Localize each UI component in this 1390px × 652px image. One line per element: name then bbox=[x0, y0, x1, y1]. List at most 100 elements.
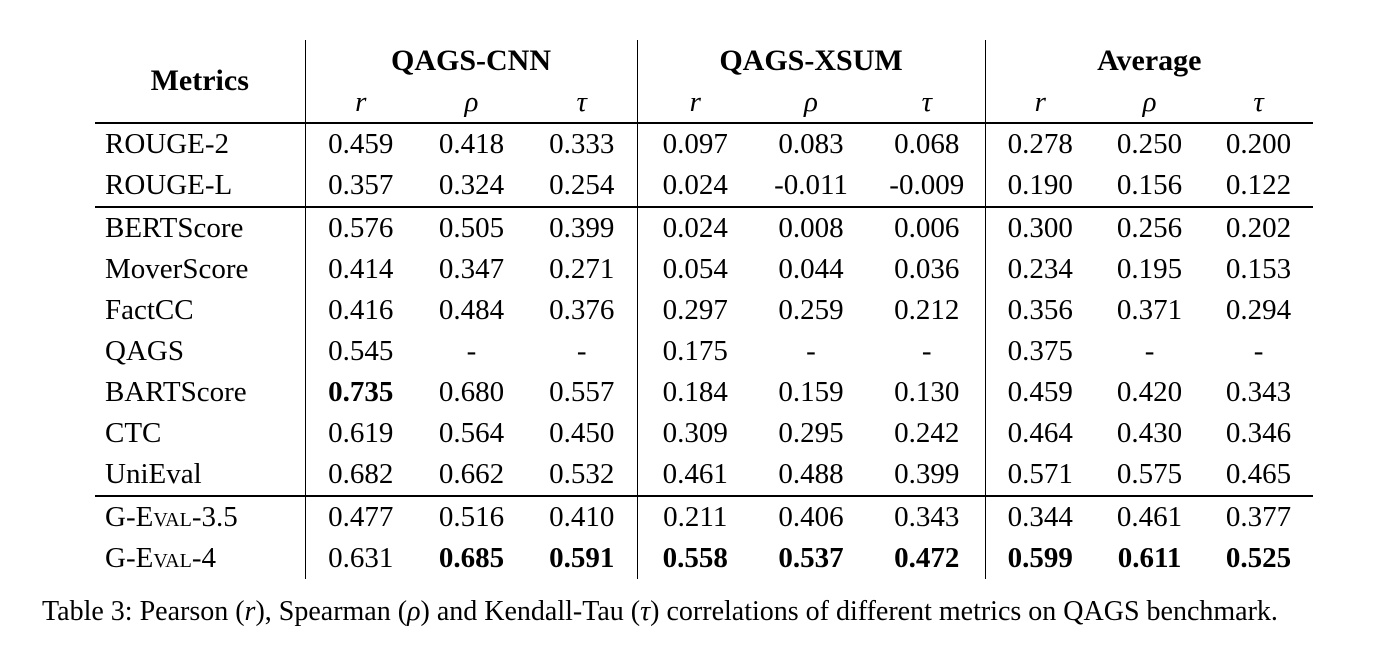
value-cell: 0.685 bbox=[438, 542, 505, 574]
value-cell: 0.459 bbox=[984, 372, 1096, 413]
subheader-spearman: ρ bbox=[416, 82, 527, 124]
table-row: MoverScore 0.414 0.347 0.271 0.054 0.044 0.036… bbox=[95, 249, 1313, 290]
value-cell: 0.297 bbox=[636, 290, 753, 331]
value-cell: 0.344 bbox=[984, 496, 1096, 538]
value-cell: 0.254 bbox=[527, 165, 637, 208]
table-caption: Table 3: Pearson (r), Spearman (ρ) and K… bbox=[42, 596, 1278, 628]
value-cell: 0.735 bbox=[304, 372, 416, 413]
subheader-kendall: τ bbox=[869, 82, 986, 124]
value-cell: 0.662 bbox=[416, 454, 527, 497]
column-group-average: Average bbox=[984, 40, 1314, 82]
value-cell: 0.346 bbox=[1225, 417, 1292, 449]
value-cell: - bbox=[466, 335, 477, 367]
metric-label: G-Eval-4 bbox=[105, 542, 216, 574]
value-cell: 0.184 bbox=[636, 372, 753, 413]
value-cell: 0.242 bbox=[894, 417, 960, 449]
caption-text: Table 3: Pearson ( bbox=[42, 596, 245, 627]
value-cell: 0.575 bbox=[1095, 454, 1205, 497]
caption-math-symbol: τ bbox=[640, 596, 651, 627]
value-cell: 0.399 bbox=[549, 212, 615, 244]
value-cell: 0.083 bbox=[778, 128, 844, 160]
value-cell: 0.416 bbox=[304, 290, 416, 331]
value-cell: 0.324 bbox=[416, 165, 527, 208]
subheader-kendall: τ bbox=[1204, 82, 1314, 124]
value-cell: 0.006 bbox=[894, 212, 960, 244]
value-cell: 0.410 bbox=[549, 501, 615, 533]
caption-text: ), Spearman ( bbox=[255, 596, 408, 627]
value-cell: 0.631 bbox=[304, 538, 416, 579]
value-cell: 0.190 bbox=[984, 165, 1096, 208]
value-cell: 0.259 bbox=[778, 294, 844, 326]
value-cell: 0.250 bbox=[1116, 128, 1183, 160]
value-cell: 0.484 bbox=[438, 294, 505, 326]
subheader-kendall: τ bbox=[527, 82, 637, 124]
metric-label: G-Eval-3.5 bbox=[105, 501, 238, 533]
value-cell: 0.564 bbox=[438, 417, 505, 449]
value-cell: 0.309 bbox=[636, 413, 753, 454]
group-header-row: Metrics QAGS-CNN QAGS-XSUM Average bbox=[95, 40, 1314, 124]
value-cell: 0.464 bbox=[984, 413, 1096, 454]
value-cell: 0.234 bbox=[984, 249, 1096, 290]
value-cell: 0.418 bbox=[438, 128, 505, 160]
value-cell: 0.008 bbox=[778, 212, 844, 244]
subheader-spearman: ρ bbox=[1095, 82, 1205, 124]
subheader-pearson: r bbox=[304, 82, 416, 124]
column-header-metrics: Metrics bbox=[95, 40, 305, 124]
value-cell: 0.202 bbox=[1225, 212, 1292, 244]
value-cell: 0.376 bbox=[549, 294, 615, 326]
value-cell: 0.619 bbox=[304, 413, 416, 454]
value-cell: 0.571 bbox=[984, 454, 1096, 497]
value-cell: - bbox=[1144, 335, 1155, 367]
value-cell: 0.122 bbox=[1204, 165, 1314, 208]
value-cell: 0.356 bbox=[984, 290, 1096, 331]
value-cell: 0.591 bbox=[549, 542, 615, 574]
column-group-qags-xsum: QAGS-XSUM bbox=[636, 40, 986, 82]
value-cell: 0.557 bbox=[549, 376, 615, 408]
table-container: Metrics QAGS-CNN QAGS-XSUM Average r ρ τ… bbox=[95, 40, 1314, 579]
value-cell: 0.525 bbox=[1225, 542, 1292, 574]
table-row: FactCC 0.416 0.484 0.376 0.297 0.259 0.212 0.35… bbox=[95, 290, 1313, 331]
value-cell: 0.294 bbox=[1225, 294, 1292, 326]
value-cell: 0.295 bbox=[778, 417, 844, 449]
value-cell: 0.461 bbox=[636, 454, 753, 497]
value-cell: 0.024 bbox=[636, 165, 753, 208]
value-cell: 0.068 bbox=[894, 128, 960, 160]
value-cell: 0.375 bbox=[984, 331, 1096, 372]
value-cell: 0.347 bbox=[438, 253, 505, 285]
metric-label: QAGS bbox=[105, 335, 184, 367]
table-row: BERTScore 0.576 0.505 0.399 0.024 0.008 0.006 0… bbox=[95, 207, 1313, 249]
value-cell: 0.097 bbox=[636, 123, 753, 165]
value-cell: 0.680 bbox=[438, 376, 505, 408]
subheader-pearson: r bbox=[984, 82, 1096, 124]
value-cell: 0.406 bbox=[778, 501, 844, 533]
value-cell: - bbox=[806, 335, 816, 367]
value-cell: 0.343 bbox=[1225, 376, 1292, 408]
table-row: CTC 0.619 0.564 0.450 0.309 0.295 0.242 0.464 0.… bbox=[95, 413, 1313, 454]
value-cell: - bbox=[1253, 335, 1264, 367]
value-cell: 0.537 bbox=[778, 542, 844, 574]
value-cell: 0.682 bbox=[304, 454, 416, 497]
value-cell: 0.278 bbox=[984, 123, 1096, 165]
value-cell: 0.545 bbox=[304, 331, 416, 372]
subheader-pearson: r bbox=[636, 82, 753, 124]
caption-math-symbol: r bbox=[244, 596, 256, 627]
value-cell: 0.300 bbox=[984, 207, 1096, 249]
value-cell: 0.175 bbox=[636, 331, 753, 372]
value-cell: 0.516 bbox=[438, 501, 505, 533]
value-cell: - bbox=[921, 335, 932, 367]
value-cell: 0.271 bbox=[549, 253, 615, 285]
caption-text: ) and Kendall-Tau ( bbox=[420, 596, 641, 627]
metric-label: MoverScore bbox=[105, 253, 249, 285]
value-cell: 0.414 bbox=[304, 249, 416, 290]
value-cell: 0.333 bbox=[549, 128, 615, 160]
value-cell: 0.159 bbox=[778, 376, 844, 408]
value-cell: 0.472 bbox=[894, 542, 960, 574]
value-cell: 0.195 bbox=[1116, 253, 1183, 285]
value-cell: 0.611 bbox=[1117, 542, 1182, 574]
metric-label: BARTScore bbox=[105, 376, 247, 408]
table-row: ROUGE-2 0.459 0.418 0.333 0.097 0.083 0.068 0.2… bbox=[95, 123, 1313, 165]
value-cell: 0.477 bbox=[304, 496, 416, 538]
value-cell: 0.377 bbox=[1225, 501, 1292, 533]
table-row: BARTScore 0.735 0.680 0.557 0.184 0.159 0.130 0… bbox=[95, 372, 1313, 413]
